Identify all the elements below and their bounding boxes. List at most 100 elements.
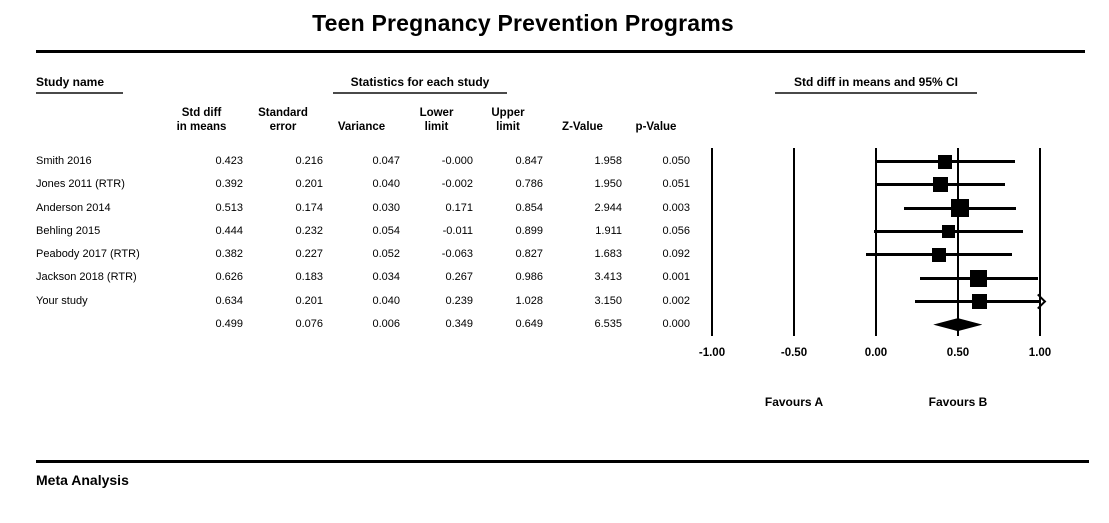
statistic-cell: 0.827 bbox=[515, 248, 543, 261]
statistic-cell: 0.054 bbox=[372, 224, 400, 237]
effect-size-square bbox=[931, 247, 946, 262]
axis-tick-label: 1.00 bbox=[1028, 347, 1052, 359]
statistic-cell: 0.854 bbox=[515, 201, 543, 214]
statistic-cell: 0.003 bbox=[662, 201, 690, 214]
statistic-cell: 0.649 bbox=[515, 318, 543, 331]
statistic-cell: 0.076 bbox=[295, 318, 323, 331]
column-header: Variance bbox=[337, 121, 386, 133]
statistic-cell: 0.382 bbox=[215, 248, 243, 261]
statistic-cell: 0.030 bbox=[372, 201, 400, 214]
statistic-cell: 2.944 bbox=[594, 201, 622, 214]
effect-size-square bbox=[942, 224, 956, 238]
statistic-cell: 0.201 bbox=[295, 178, 323, 191]
favours-b-label: Favours B bbox=[928, 395, 988, 409]
axis-tick-label: -1.00 bbox=[698, 347, 726, 359]
statistic-cell: 0.986 bbox=[515, 271, 543, 284]
study-name-cell: Jones 2011 (RTR) bbox=[36, 178, 125, 191]
footer-divider-line bbox=[36, 460, 1089, 463]
statistic-cell: 1.958 bbox=[594, 155, 622, 167]
effect-size-square bbox=[951, 199, 970, 218]
confidence-interval-line bbox=[915, 299, 1040, 303]
statistic-cell: 1.950 bbox=[594, 178, 622, 191]
statistic-cell: -0.063 bbox=[441, 248, 473, 261]
statistic-cell: 0.423 bbox=[215, 155, 243, 167]
column-header: Z-Value bbox=[562, 121, 603, 133]
statistic-cell: 0.392 bbox=[215, 178, 243, 191]
summary-diamond bbox=[933, 318, 983, 332]
statistic-cell: 0.174 bbox=[295, 201, 323, 214]
statistic-cell: 0.444 bbox=[215, 224, 243, 237]
statistic-cell: 0.056 bbox=[662, 224, 690, 237]
study-name-cell bbox=[36, 313, 160, 336]
statistic-cell: 0.000 bbox=[662, 318, 690, 331]
confidence-interval-line bbox=[875, 183, 1005, 187]
statistic-cell: 0.634 bbox=[215, 294, 243, 307]
study-name-cell: Your study bbox=[36, 294, 88, 307]
study-name-cell: Anderson 2014 bbox=[36, 201, 111, 214]
study-name-cell: Smith 2016 bbox=[36, 155, 92, 167]
statistic-cell: 0.239 bbox=[445, 294, 473, 307]
statistic-cell: 0.216 bbox=[295, 155, 323, 167]
statistic-cell: 0.001 bbox=[662, 271, 690, 284]
statistic-cell: 0.040 bbox=[372, 294, 400, 307]
study-name-column-header: Study name bbox=[36, 75, 123, 94]
statistic-cell: 6.535 bbox=[594, 318, 622, 331]
study-name-cell: Peabody 2017 (RTR) bbox=[36, 248, 140, 261]
statistic-cell: 0.047 bbox=[372, 155, 400, 167]
axis-gridline bbox=[793, 148, 795, 336]
statistics-table: Smith 2016 0.423 0.216 0.047 -0.000 0.847 1.95… bbox=[36, 150, 690, 336]
column-header: Lower limit bbox=[419, 107, 454, 133]
column-header: Std diff in means bbox=[176, 107, 227, 133]
statistic-cell: 1.683 bbox=[594, 248, 622, 261]
page-title: Teen Pregnancy Prevention Programs bbox=[312, 10, 734, 36]
plot-section-header: Std diff in means and 95% CI bbox=[775, 75, 977, 94]
statistic-cell: 0.002 bbox=[662, 294, 690, 307]
confidence-interval-line bbox=[874, 229, 1024, 233]
axis-gridline bbox=[957, 148, 959, 336]
column-header: p-Value bbox=[635, 121, 677, 133]
statistic-cell: 0.227 bbox=[295, 248, 323, 261]
axis-gridline bbox=[875, 148, 877, 336]
statistic-cell: 0.171 bbox=[445, 201, 473, 214]
statistic-cell: 0.006 bbox=[372, 318, 400, 331]
meta-analysis-label: Meta Analysis bbox=[36, 472, 129, 488]
title-divider-line bbox=[36, 50, 1085, 53]
axis-tick-label: -0.50 bbox=[780, 347, 808, 359]
study-name-cell: Behling 2015 bbox=[36, 224, 101, 237]
column-header: Upper limit bbox=[491, 107, 525, 133]
statistic-cell: 0.050 bbox=[662, 155, 690, 167]
effect-size-square bbox=[972, 293, 988, 309]
statistic-cell: -0.000 bbox=[441, 155, 473, 167]
confidence-interval-line bbox=[876, 160, 1015, 163]
statistics-section-header: Statistics for each study bbox=[333, 75, 507, 94]
statistic-cell: 0.899 bbox=[515, 224, 543, 237]
confidence-interval-line bbox=[865, 253, 1012, 257]
column-header: Standard error bbox=[258, 107, 308, 133]
confidence-interval-line bbox=[904, 206, 1017, 210]
statistic-cell: 1.028 bbox=[515, 294, 543, 307]
statistic-cell: 0.626 bbox=[215, 271, 243, 284]
statistic-cell: -0.011 bbox=[442, 224, 473, 237]
table-column-headers: Std diff in means Standard error Variance L… bbox=[36, 106, 690, 134]
effect-size-square bbox=[932, 177, 948, 193]
statistic-cell: 3.150 bbox=[594, 294, 622, 307]
effect-size-square bbox=[970, 269, 988, 287]
effect-size-square bbox=[938, 154, 953, 169]
statistic-cell: 0.201 bbox=[295, 294, 323, 307]
axis-gridline bbox=[711, 148, 713, 336]
statistic-cell: 0.051 bbox=[662, 178, 690, 191]
favours-a-label: Favours A bbox=[764, 395, 824, 409]
statistic-cell: 0.040 bbox=[372, 178, 400, 191]
statistic-cell: 0.513 bbox=[215, 201, 243, 214]
axis-tick-label: 0.00 bbox=[864, 347, 888, 359]
statistic-cell: 3.413 bbox=[594, 271, 622, 284]
study-name-cell: Jackson 2018 (RTR) bbox=[36, 271, 137, 284]
statistic-cell: 0.786 bbox=[515, 178, 543, 191]
statistic-cell: 0.267 bbox=[445, 271, 473, 284]
statistic-cell: 0.349 bbox=[445, 318, 473, 331]
statistic-cell: 1.911 bbox=[595, 224, 622, 237]
axis-tick-label: 0.50 bbox=[946, 347, 970, 359]
statistic-cell: 0.034 bbox=[372, 271, 400, 284]
ci-clamped-arrow-icon bbox=[1030, 293, 1047, 310]
